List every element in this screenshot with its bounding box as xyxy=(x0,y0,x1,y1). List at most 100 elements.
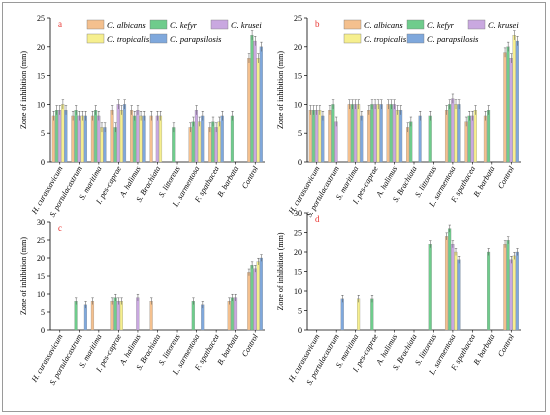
bar xyxy=(230,115,234,163)
bar xyxy=(247,272,251,331)
bar xyxy=(136,297,140,331)
bar xyxy=(373,104,377,163)
bar xyxy=(328,110,332,163)
legend-item-c-kefyr: C. kefyr xyxy=(149,19,198,30)
y-tick-label: 20 xyxy=(294,43,302,52)
y-tick-label: 25 xyxy=(294,229,302,238)
bar xyxy=(172,127,176,163)
legend-swatch xyxy=(210,19,229,30)
bar xyxy=(116,301,120,331)
bar xyxy=(83,304,87,331)
bar xyxy=(64,110,68,163)
bar xyxy=(227,301,231,331)
bar xyxy=(208,127,212,163)
legend-label: C. krusei xyxy=(488,20,519,30)
legend-item-c-albicans: C. albicans xyxy=(343,19,403,30)
bar xyxy=(389,104,393,163)
bar xyxy=(486,251,491,331)
legend-item-c-krusei: C. krusei xyxy=(210,19,262,30)
y-axis-label: Zone of inhibition (mm) xyxy=(276,51,285,129)
bar xyxy=(136,110,140,163)
bar xyxy=(318,110,322,163)
bar xyxy=(486,110,491,163)
bar xyxy=(357,298,361,331)
bar xyxy=(418,115,422,163)
bar xyxy=(214,127,218,163)
y-tick-label: 0 xyxy=(41,326,45,335)
y-tick-label: 5 xyxy=(41,129,45,138)
bar xyxy=(483,115,487,163)
y-tick-label: 25 xyxy=(294,14,302,23)
bar xyxy=(90,115,95,163)
bar xyxy=(188,127,192,163)
bar xyxy=(116,104,120,163)
y-tick-label: 5 xyxy=(41,308,45,317)
bar xyxy=(392,104,396,163)
bar xyxy=(259,46,263,163)
panel-label: c xyxy=(58,223,62,233)
bar xyxy=(90,301,95,331)
bar xyxy=(506,240,510,331)
y-tick-label: 15 xyxy=(294,268,302,277)
bar xyxy=(444,110,449,163)
bar xyxy=(360,115,364,163)
legend-label: C. kefyr xyxy=(427,20,455,30)
bar xyxy=(512,255,516,331)
bar xyxy=(448,104,452,163)
bar xyxy=(515,251,519,331)
bar xyxy=(331,104,335,163)
figure-frame xyxy=(2,2,546,412)
legend-swatch xyxy=(406,33,425,44)
bar xyxy=(503,52,507,163)
bar xyxy=(448,228,452,331)
bar xyxy=(133,115,137,163)
legend-swatch xyxy=(149,33,168,44)
bar xyxy=(259,257,263,331)
bar xyxy=(444,236,449,331)
bar xyxy=(379,104,383,163)
legend-label: C. parapsilosis xyxy=(170,34,222,44)
y-tick-label: 10 xyxy=(37,100,45,109)
y-tick-label: 15 xyxy=(294,72,302,81)
bar xyxy=(454,251,458,331)
panel-label: d xyxy=(315,214,320,224)
bar xyxy=(74,110,78,163)
bar xyxy=(347,104,351,163)
bar xyxy=(512,35,516,163)
bar xyxy=(233,297,238,331)
y-tick-label: 20 xyxy=(37,43,45,52)
y-axis-label: Zone of inhibition (mm) xyxy=(19,237,28,315)
bar xyxy=(51,115,55,163)
bar xyxy=(428,115,432,163)
bar xyxy=(74,301,78,331)
bar xyxy=(428,244,432,331)
bar xyxy=(386,104,390,163)
bar xyxy=(321,115,325,163)
y-tick-label: 25 xyxy=(37,14,45,23)
bar xyxy=(457,104,461,163)
bar xyxy=(211,121,215,163)
bar xyxy=(370,298,374,331)
bar xyxy=(451,98,455,163)
bar xyxy=(119,301,123,331)
bar xyxy=(100,127,104,163)
legend-item-c-parapsilosis: C. parapsilosis xyxy=(149,33,222,44)
bar xyxy=(357,104,361,163)
y-tick-label: 30 xyxy=(37,218,45,227)
bar xyxy=(253,40,257,163)
bar xyxy=(406,127,410,163)
bar xyxy=(194,110,199,163)
bar xyxy=(158,115,163,163)
y-tick-label: 15 xyxy=(37,272,45,281)
y-tick-label: 5 xyxy=(298,129,302,138)
legend-item-c-krusei: C. krusei xyxy=(467,19,519,30)
y-tick-label: 30 xyxy=(294,209,302,218)
bar xyxy=(97,115,101,163)
y-tick-label: 10 xyxy=(294,287,302,296)
bar xyxy=(253,268,257,331)
bar xyxy=(509,259,513,331)
